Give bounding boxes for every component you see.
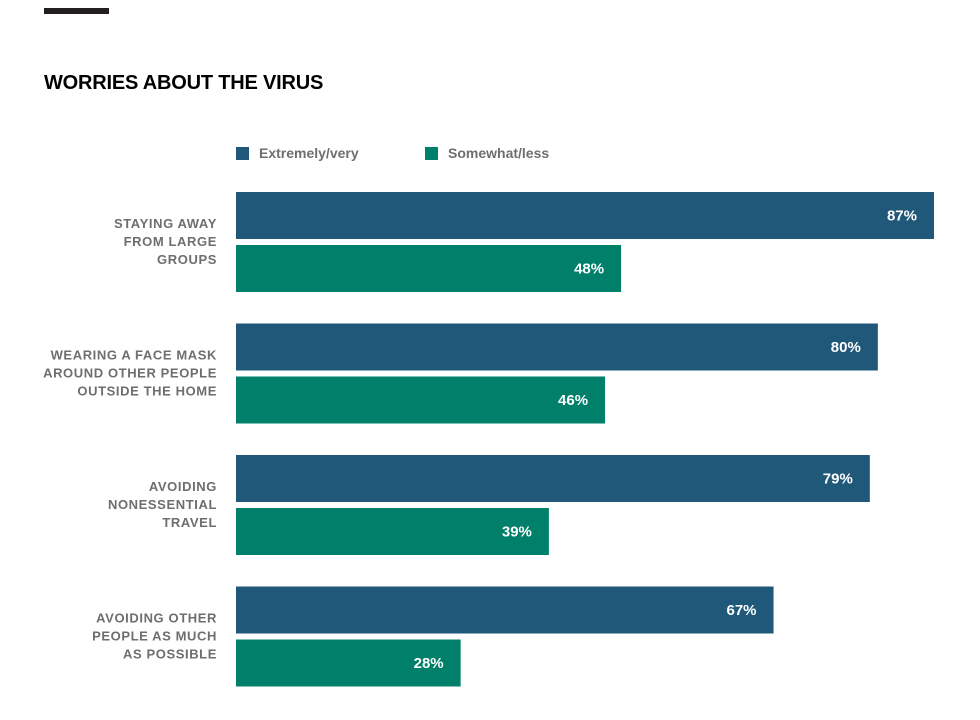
data-label: 87% [887,208,917,225]
data-label: 46% [558,392,588,409]
category-label: AS POSSIBLE [123,647,217,662]
data-label: 48% [574,261,604,278]
category-label: WEARING A FACE MASK [51,348,217,363]
bar-group-0: STAYING AWAY FROM LARGE GROUPS 87% 48% [114,192,934,292]
legend-item-extremely-very: Extremely/very [236,143,359,163]
category-label: AROUND OTHER PEOPLE [43,366,217,381]
bar-group-1: WEARING A FACE MASK AROUND OTHER PEOPLE OU… [43,323,878,424]
legend-label-extremely-very: Extremely/very [259,145,359,161]
data-label: 80% [831,339,861,356]
category-label: FROM LARGE [124,234,217,249]
category-label: AVOIDING OTHER [96,611,217,626]
bar-extremely-very [236,323,878,371]
bar-extremely-very [236,586,774,634]
bar-group-3: AVOIDING OTHER PEOPLE AS MUCH AS POSSIBLE 6… [92,586,774,687]
bar-group-2: AVOIDING NONESSENTIAL TRAVEL 79% 39% [108,455,870,555]
category-label: GROUPS [157,252,217,267]
bar-somewhat-less [236,245,622,292]
data-label: 39% [502,524,532,541]
bar-somewhat-less [236,639,461,687]
category-label: PEOPLE AS MUCH [92,629,217,644]
data-label: 28% [414,655,444,672]
legend-label-somewhat-less: Somewhat/less [448,145,550,161]
top-rule [44,8,109,14]
bar-somewhat-less [236,376,606,424]
category-label: NONESSENTIAL [108,497,217,512]
chart-title: WORRIES ABOUT THE VIRUS [44,72,324,94]
legend-item-somewhat-less: Somewhat/less [425,143,549,163]
category-label: AVOIDING [149,479,217,494]
bar-somewhat-less [236,508,549,555]
legend-swatch-somewhat-less [425,146,438,160]
bar-extremely-very [236,192,934,239]
data-label: 79% [823,471,853,488]
data-label: 67% [727,602,757,619]
legend-swatch-extremely-very [236,146,249,160]
bar-extremely-very [236,455,870,502]
category-label: STAYING AWAY [114,216,217,231]
category-label: OUTSIDE THE HOME [77,384,217,399]
category-label: TRAVEL [162,515,217,530]
